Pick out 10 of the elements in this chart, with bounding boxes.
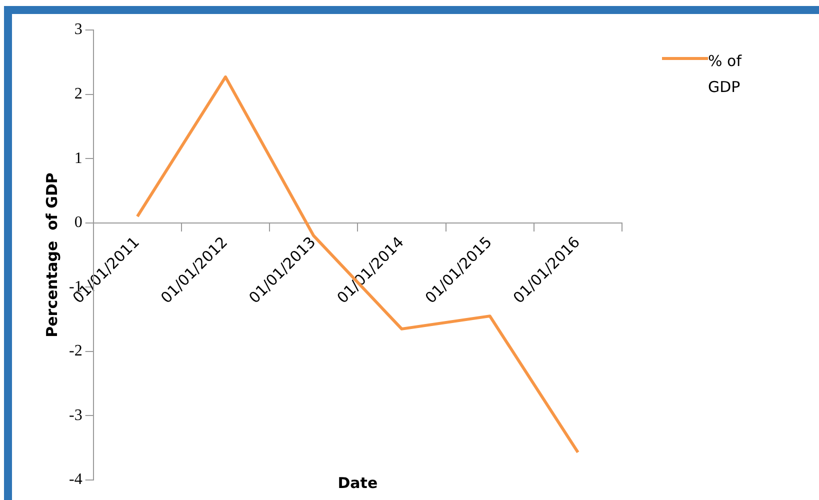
- y-tick-label: -4: [69, 471, 82, 488]
- y-axis-title: Percentage of GDP: [42, 172, 61, 338]
- legend-label: % of GDP: [708, 51, 742, 98]
- y-tick-label: 1: [74, 150, 82, 167]
- y-tick-label: 0: [74, 214, 82, 232]
- x-axis-title: Date: [338, 474, 378, 492]
- y-tick-label: 2: [74, 85, 82, 102]
- y-tick-label: -2: [69, 342, 82, 360]
- y-tick-label: -3: [69, 406, 82, 424]
- y-tick-label: 3: [74, 21, 82, 38]
